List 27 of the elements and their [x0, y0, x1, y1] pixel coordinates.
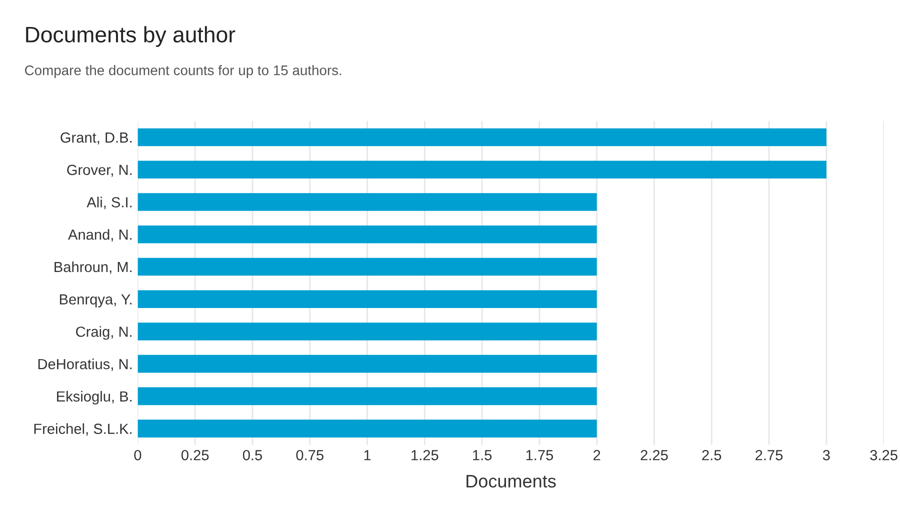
x-tick-label: 1.25: [412, 450, 438, 460]
x-tick-label: 0.25: [181, 450, 209, 460]
chart-title: Documents by author: [26, 26, 236, 47]
x-tick-label: 0.75: [296, 450, 324, 460]
y-tick-label: Ali, S.I.: [86, 196, 132, 210]
x-tick-label: 3.25: [870, 450, 898, 460]
x-tick-label: 1.5: [473, 450, 492, 460]
x-tick-label: 2.75: [756, 450, 783, 460]
y-tick-label: Freichel, S.L.K.: [34, 423, 132, 436]
x-axis-title: Documents: [466, 474, 556, 488]
x-tick-label: 1.75: [526, 450, 554, 460]
x-tick-label: 2: [594, 450, 600, 460]
x-tick-label: 1: [364, 450, 371, 460]
y-tick-label: Eksioglu, B.: [57, 390, 132, 405]
y-tick-label: Craig, N.: [76, 326, 132, 340]
x-tick-label: 2.5: [702, 450, 722, 460]
x-tick-label: 0: [134, 450, 142, 460]
y-tick-label: Benrqya, Y.: [60, 294, 132, 308]
chart-subtitle: Compare the document counts for up to 15 authors.: [25, 65, 342, 78]
y-tick-label: DeHoratius, N.: [38, 358, 132, 371]
y-tick-label: Anand, N.: [68, 229, 132, 242]
y-tick-label: Grant, D.B.: [60, 132, 132, 144]
x-tick-label: 0.5: [242, 450, 262, 460]
y-tick-label: Grover, N.: [67, 164, 132, 177]
x-tick-label: 3: [822, 450, 830, 460]
y-tick-label: Bahroun, M.: [54, 261, 132, 274]
x-tick-label: 2.25: [640, 450, 668, 460]
